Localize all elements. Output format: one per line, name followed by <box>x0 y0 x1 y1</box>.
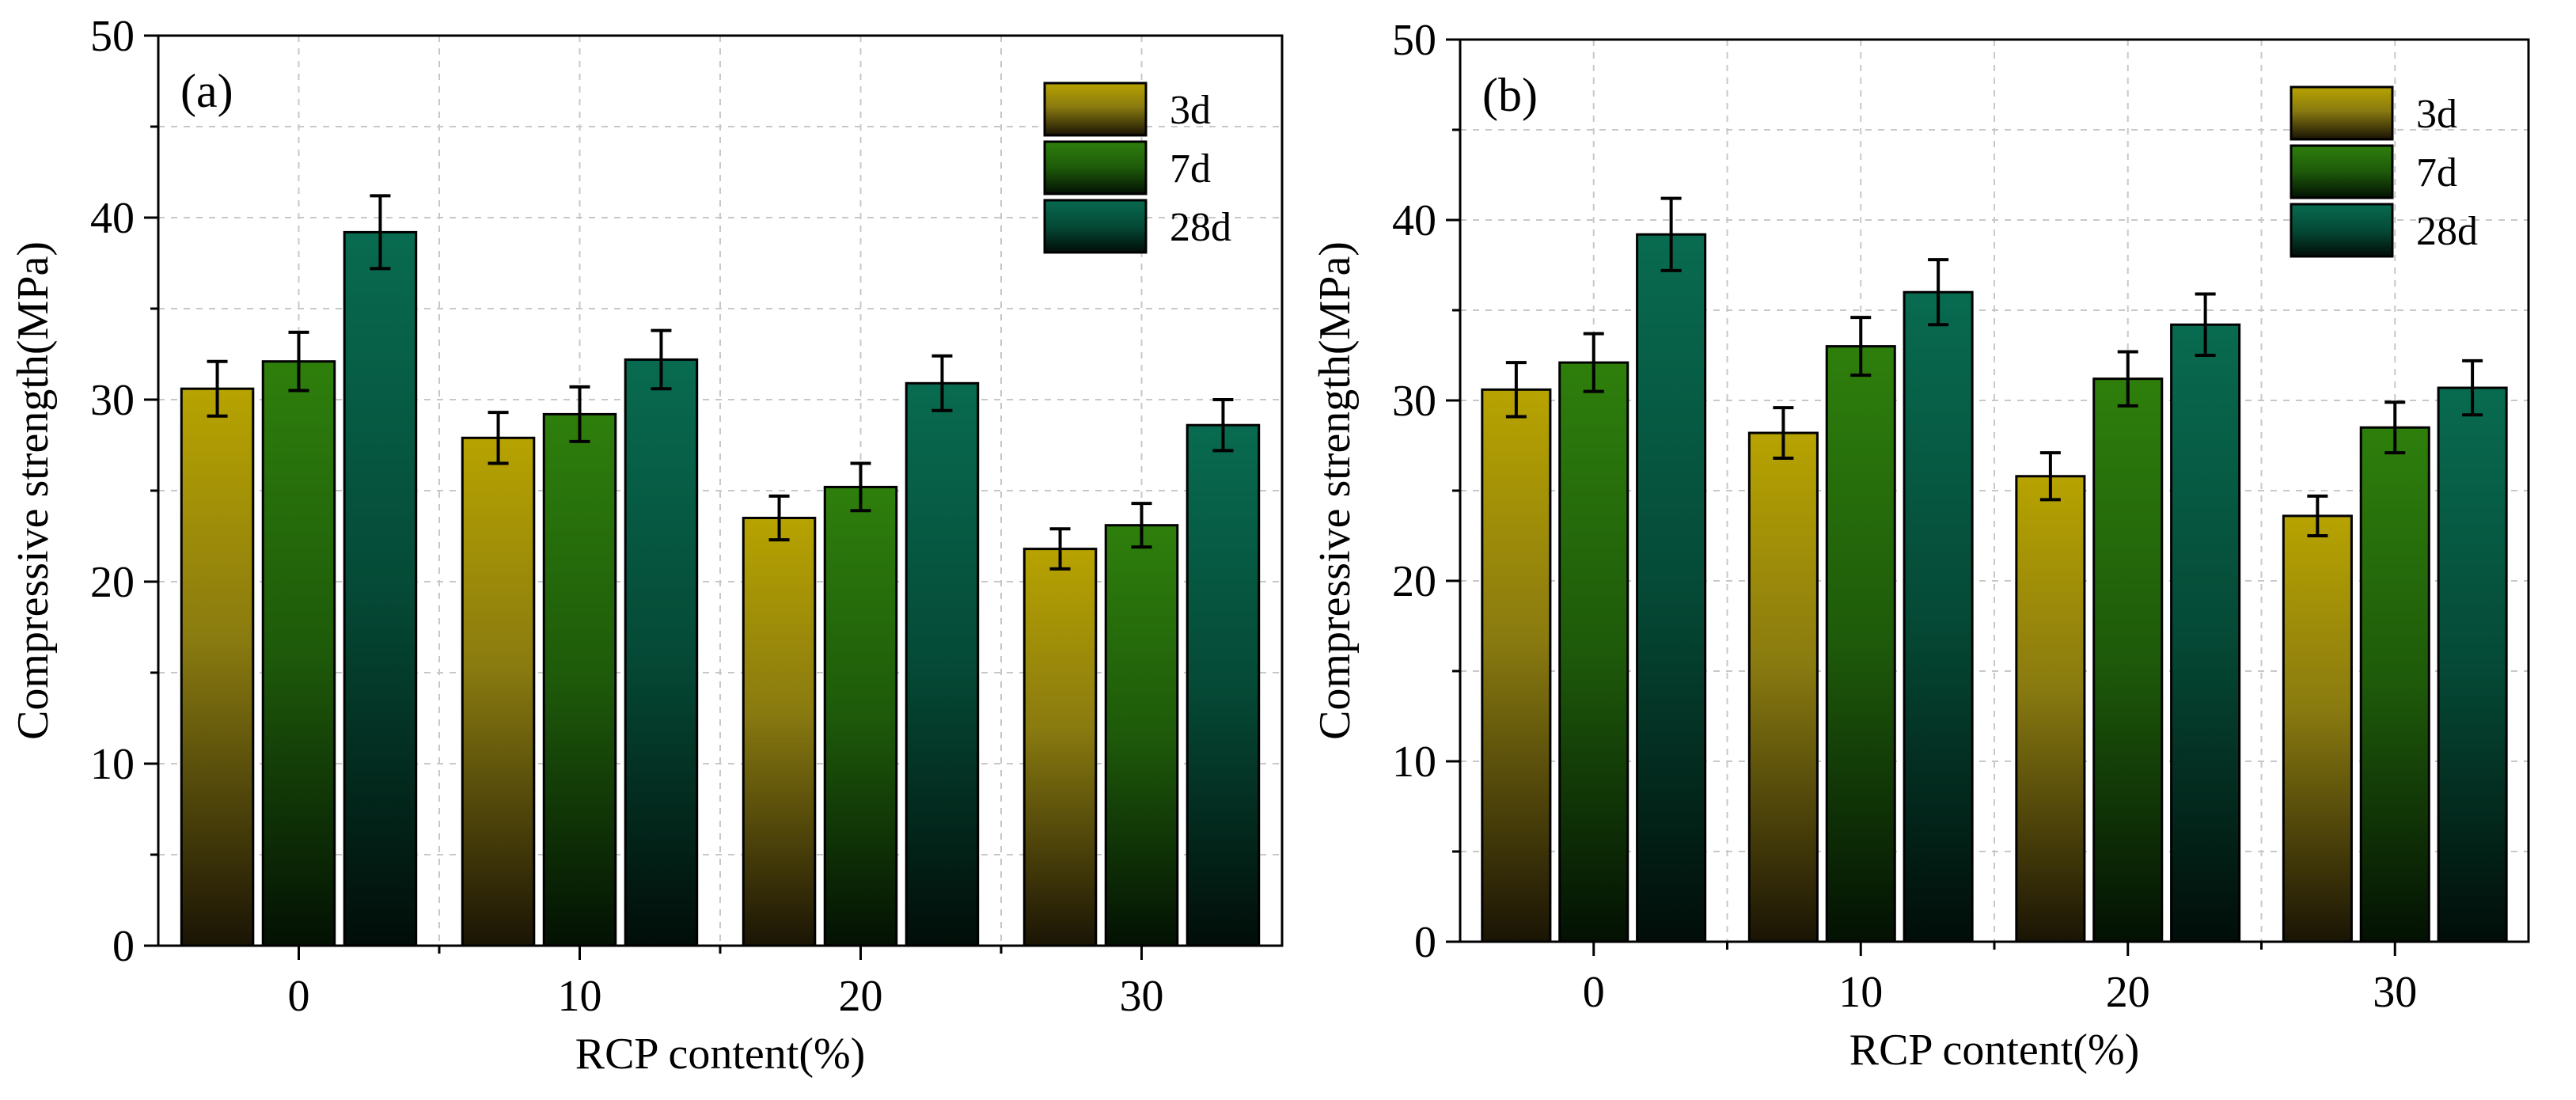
bar-3d-20 <box>742 517 817 947</box>
axis-ticks: 0 10 20 30 40 50 0 10 20 30 <box>1392 16 2417 1017</box>
bar-7d-30 <box>2359 426 2430 943</box>
panel-label: (a) <box>180 65 233 117</box>
bar-7d-20 <box>2092 377 2164 943</box>
bar-7d-30 <box>1104 524 1179 947</box>
grid-lines <box>158 36 1282 946</box>
bar-3d-10 <box>461 436 536 947</box>
bar-group <box>180 194 1261 947</box>
bar-28d-10 <box>1903 290 1974 943</box>
x-tick-label: 10 <box>558 972 602 1021</box>
legend: 3d 7d 28d <box>1043 82 1231 254</box>
legend-swatch-7d <box>2290 144 2394 199</box>
bar-3d-30 <box>2282 514 2353 943</box>
bar-28d-0 <box>343 230 418 947</box>
y-tick-label: 40 <box>90 194 135 243</box>
legend-label-3d: 3d <box>1170 88 1211 133</box>
panel-label: (b) <box>1482 69 1538 121</box>
axis-ticks: 0 10 20 30 40 50 0 10 20 30 <box>90 12 1164 1021</box>
legend-label-28d: 28d <box>1170 205 1231 250</box>
legend-swatch-28d <box>2290 203 2394 258</box>
x-tick-label: 10 <box>1838 968 1883 1017</box>
bar-7d-10 <box>1825 345 1896 943</box>
x-axis-label: RCP content(%) <box>575 1030 866 1079</box>
y-tick-label: 0 <box>1414 918 1436 967</box>
legend-label-7d: 7d <box>2416 150 2457 195</box>
bar-28d-10 <box>624 358 699 947</box>
y-axis-label: Compressive strength(MPa) <box>9 241 58 740</box>
x-tick-label: 20 <box>839 972 883 1021</box>
bar-3d-0 <box>180 387 255 947</box>
y-tick-label: 10 <box>1392 738 1436 787</box>
x-tick-label: 30 <box>1120 972 1164 1021</box>
bar-7d-0 <box>261 360 336 947</box>
bar-28d-0 <box>1636 233 1707 943</box>
bar-28d-30 <box>2437 386 2508 943</box>
bar-28d-20 <box>2170 323 2241 943</box>
x-tick-label: 20 <box>2106 968 2150 1017</box>
y-tick-label: 10 <box>90 740 135 789</box>
bar-28d-20 <box>905 381 980 947</box>
legend-swatch-3d <box>1043 82 1148 137</box>
y-tick-label: 40 <box>1392 196 1436 245</box>
y-axis-label: Compressive strength(MPa) <box>1311 241 1360 740</box>
legend-swatch-3d <box>2290 85 2394 141</box>
legend-swatch-7d <box>1043 140 1148 195</box>
legend-label-28d: 28d <box>2416 209 2478 254</box>
bar-3d-30 <box>1022 548 1098 947</box>
legend-label-3d: 3d <box>2416 92 2457 137</box>
bar-7d-0 <box>1558 361 1629 943</box>
chart-panel-a: 0 10 20 30 40 50 0 10 20 30 (a) Compressive stren… <box>9 12 1284 1079</box>
bar-3d-10 <box>1747 431 1819 943</box>
bar-7d-10 <box>542 412 617 947</box>
x-tick-label: 30 <box>2373 968 2417 1017</box>
y-tick-label: 20 <box>1392 557 1436 606</box>
bar-7d-20 <box>823 485 898 947</box>
bar-28d-30 <box>1186 423 1261 947</box>
bar-3d-20 <box>2015 475 2086 943</box>
chart-panel-b: 0 10 20 30 40 50 0 10 20 30 (b) Compressive stren… <box>1311 16 2530 1075</box>
y-tick-label: 50 <box>1392 16 1436 65</box>
y-tick-label: 50 <box>90 12 135 61</box>
x-tick-label: 0 <box>1583 968 1605 1017</box>
y-tick-label: 20 <box>90 558 135 607</box>
y-tick-label: 0 <box>112 922 135 971</box>
x-axis-label: RCP content(%) <box>1849 1026 2140 1075</box>
legend-label-7d: 7d <box>1170 146 1211 192</box>
legend-swatch-28d <box>1043 199 1148 254</box>
x-tick-label: 0 <box>288 972 310 1021</box>
bar-3d-0 <box>1481 388 1552 943</box>
y-tick-label: 30 <box>1392 377 1436 426</box>
legend: 3d 7d 28d <box>2290 85 2478 258</box>
y-tick-label: 30 <box>90 376 135 425</box>
